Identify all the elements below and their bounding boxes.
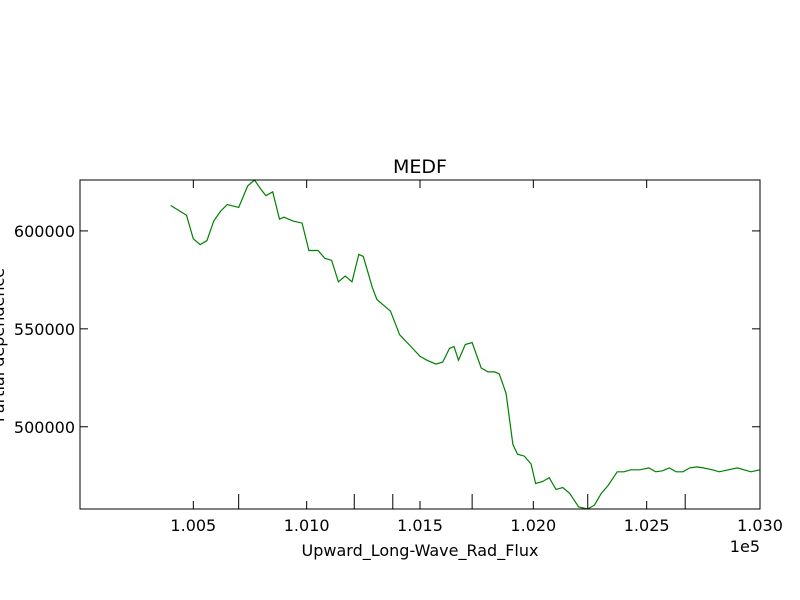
y-tick-label: 600000 [14,222,75,241]
plot-frame [79,179,761,510]
x-tick-label: 1.010 [284,516,330,535]
x-axis-offset-label: 1e5 [730,537,760,556]
y-tick-label: 550000 [14,320,75,339]
x-tick-label: 1.005 [170,516,216,535]
y-axis-label: Partial dependence [0,268,8,422]
series-layer [170,179,761,510]
plot-area [80,180,760,509]
x-tick-label: 1.020 [510,516,556,535]
x-axis-ticks: 1.005 1.010 1.015 1.020 1.025 1.030 [170,180,783,535]
x-tick-label: 1.030 [737,516,783,535]
x-axis-label: Upward_Long-Wave_Rad_Flux [302,541,539,561]
x-tick-label: 1.015 [397,516,443,535]
y-tick-label: 500000 [14,418,75,437]
series-line-0 [170,179,761,510]
y-axis-ticks: 500000 550000 600000 [14,222,760,437]
x-tick-label: 1.025 [624,516,670,535]
rug-layer [238,494,686,509]
chart-title: MEDF [393,156,447,178]
